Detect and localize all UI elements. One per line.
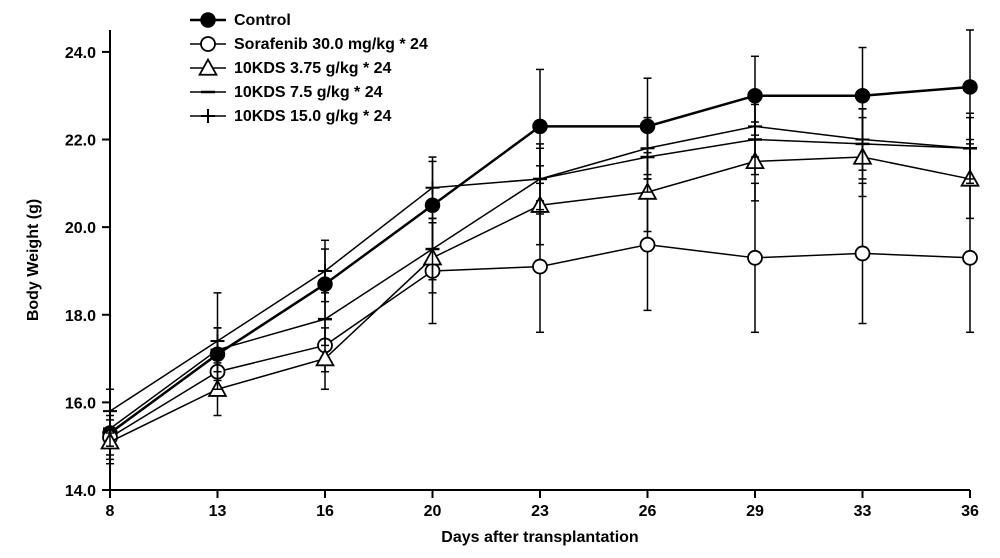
legend-label: 10KDS 3.75 g/kg * 24 xyxy=(234,60,392,77)
x-tick-label: 20 xyxy=(424,503,442,520)
x-tick-label: 23 xyxy=(531,503,549,520)
legend-label: 10KDS 7.5 g/kg * 24 xyxy=(234,84,383,101)
x-tick-label: 36 xyxy=(961,503,979,520)
x-tick-label: 26 xyxy=(639,503,657,520)
x-axis-label: Days after transplantation xyxy=(441,529,638,546)
y-tick-label: 14.0 xyxy=(65,483,96,500)
y-axis-label: Body Weight (g) xyxy=(25,199,42,321)
y-tick-label: 18.0 xyxy=(65,308,96,325)
x-tick-label: 29 xyxy=(746,503,764,520)
legend-label: Control xyxy=(234,12,291,29)
legend-label: 10KDS 15.0 g/kg * 24 xyxy=(234,108,392,125)
legend-label: Sorafenib 30.0 mg/kg * 24 xyxy=(234,36,428,53)
y-tick-label: 20.0 xyxy=(65,220,96,237)
y-tick-label: 16.0 xyxy=(65,395,96,412)
y-tick-label: 22.0 xyxy=(65,133,96,150)
body-weight-chart: 14.0 16.0 18.0 20.0 22.0 24.0 8 13 16 20 23 26 29 33 3… xyxy=(0,0,1000,558)
x-tick-label: 16 xyxy=(316,503,334,520)
y-tick-label: 24.0 xyxy=(65,45,96,62)
x-tick-label: 8 xyxy=(106,503,115,520)
x-tick-label: 33 xyxy=(854,503,872,520)
x-tick-label: 13 xyxy=(209,503,227,520)
